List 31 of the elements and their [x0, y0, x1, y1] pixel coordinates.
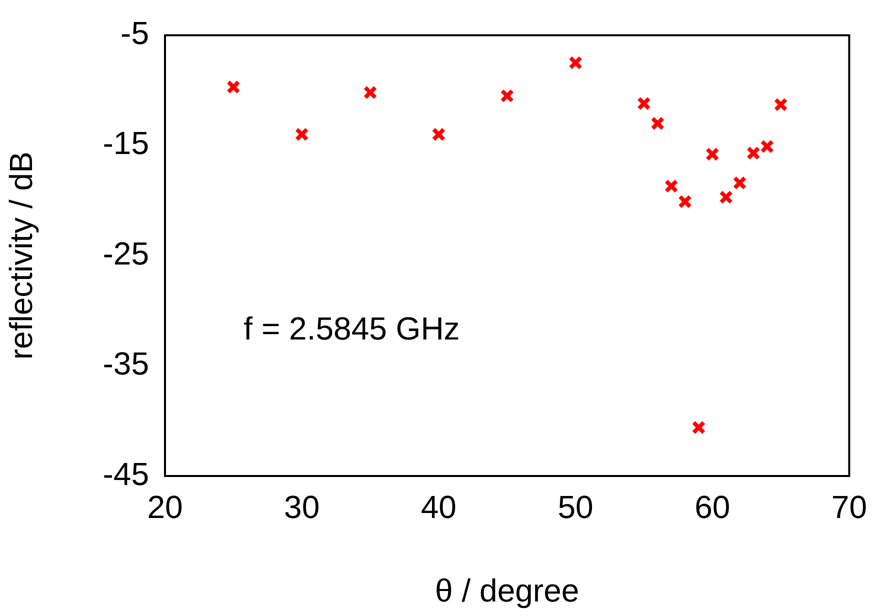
- x-tick-label: 70: [831, 489, 867, 526]
- point: [664, 179, 678, 194]
- y-axis-title: reflectivity / dB: [3, 152, 40, 360]
- point: [705, 147, 720, 162]
- point: [692, 420, 706, 434]
- point: [636, 96, 651, 110]
- point: [774, 98, 788, 112]
- y-tick-label: -45: [102, 456, 149, 492]
- x-tick-label: 30: [284, 489, 320, 526]
- point: [500, 88, 514, 103]
- x-axis-title: θ / degree: [435, 572, 580, 609]
- x-tick-label: 40: [420, 489, 456, 526]
- point: [746, 146, 760, 160]
- y-tick-label: -25: [102, 235, 149, 272]
- x-tick-label: 20: [147, 489, 183, 526]
- x-tick-label: 50: [558, 489, 594, 526]
- point: [719, 190, 733, 204]
- point: [678, 194, 692, 209]
- x-tick-label: 60: [694, 489, 730, 526]
- point: [294, 127, 309, 142]
- point: [226, 80, 240, 94]
- point: [363, 86, 378, 100]
- point: [650, 116, 665, 130]
- y-tick-label: -15: [102, 125, 149, 162]
- point: [732, 176, 747, 190]
- annotation: f = 2.5845 GHz: [244, 310, 460, 346]
- point: [432, 127, 446, 142]
- y-tick-label: -5: [120, 15, 149, 52]
- y-tick-label: -35: [102, 346, 149, 382]
- point: [568, 56, 582, 70]
- point: [760, 140, 774, 154]
